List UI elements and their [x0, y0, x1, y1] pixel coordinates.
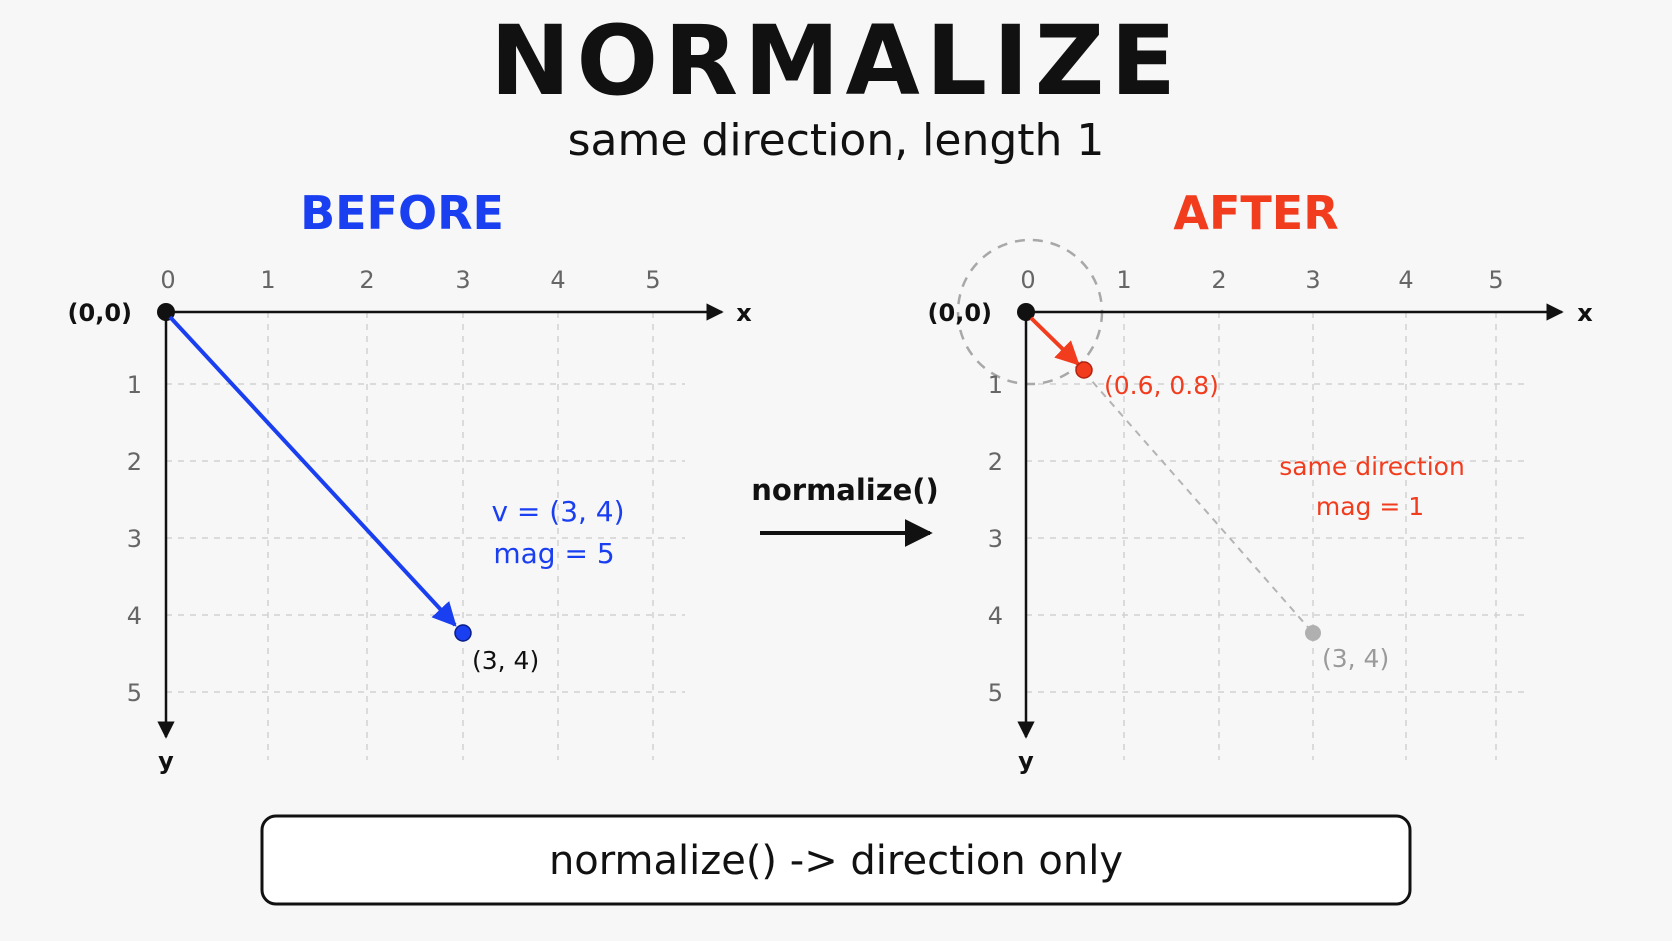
before-x-tick-3: 3 [455, 266, 470, 294]
before-panel: BEFORE 0 1 2 3 4 5 1 2 3 4 5 x y (0,0) [68, 186, 753, 775]
before-x-tick-2: 2 [359, 266, 374, 294]
page-title: NORMALIZE [490, 5, 1182, 117]
ghost-vector-point [1305, 625, 1321, 641]
after-x-axis-label: x [1577, 299, 1593, 327]
before-y-tick-2: 2 [127, 448, 142, 476]
after-title: AFTER [1173, 186, 1338, 240]
after-x-tick-5: 5 [1488, 266, 1503, 294]
footer-text: normalize() -> direction only [549, 838, 1123, 884]
after-vector-arrow [1029, 316, 1080, 366]
before-point-label: (3, 4) [472, 646, 539, 675]
before-y-tick-1: 1 [127, 371, 142, 399]
after-panel: AFTER 0 1 2 3 4 5 1 2 3 4 5 x y (0,0) [928, 186, 1594, 775]
after-x-tick-4: 4 [1398, 266, 1413, 294]
before-origin-label: (0,0) [68, 299, 132, 327]
before-vector-arrow [168, 315, 457, 627]
before-x-tick-0: 0 [160, 266, 175, 294]
after-origin-label: (0,0) [928, 299, 992, 327]
before-x-tick-4: 4 [550, 266, 565, 294]
ghost-point-label: (3, 4) [1322, 644, 1389, 673]
after-y-axis-label: y [1018, 747, 1034, 775]
before-y-axis-label: y [158, 747, 174, 775]
operation-label: normalize() [751, 473, 939, 507]
before-origin-dot [157, 303, 175, 321]
page-subtitle: same direction, length 1 [568, 115, 1105, 166]
after-x-tick-3: 3 [1305, 266, 1320, 294]
after-point-label: (0.6, 0.8) [1104, 371, 1219, 400]
before-grid [166, 312, 685, 760]
before-note-vector: v = (3, 4) [491, 495, 624, 528]
after-x-tick-1: 1 [1116, 266, 1131, 294]
footer: normalize() -> direction only [260, 814, 1412, 906]
before-x-tick-5: 5 [645, 266, 660, 294]
after-y-tick-5: 5 [988, 679, 1003, 707]
before-note-magnitude: mag = 5 [493, 537, 614, 570]
after-y-tick-4: 4 [988, 602, 1003, 630]
footer-box [260, 814, 1412, 906]
after-y-tick-1: 1 [988, 371, 1003, 399]
before-vector-point [454, 624, 472, 642]
before-y-tick-4: 4 [127, 602, 142, 630]
ghost-vector-line [1083, 371, 1314, 634]
after-y-tick-2: 2 [988, 448, 1003, 476]
after-note-direction: same direction [1279, 452, 1465, 481]
after-x-tick-0: 0 [1020, 266, 1035, 294]
after-y-tick-3: 3 [988, 525, 1003, 553]
after-x-tick-2: 2 [1211, 266, 1226, 294]
after-origin-dot [1017, 303, 1035, 321]
before-x-tick-1: 1 [260, 266, 275, 294]
before-y-tick-5: 5 [127, 679, 142, 707]
before-y-tick-3: 3 [127, 525, 142, 553]
operation: normalize() [751, 473, 939, 547]
before-title: BEFORE [300, 186, 504, 240]
after-grid [1026, 312, 1525, 760]
before-x-axis-label: x [736, 299, 752, 327]
after-vector-point [1075, 361, 1093, 379]
after-note-magnitude: mag = 1 [1316, 492, 1424, 521]
